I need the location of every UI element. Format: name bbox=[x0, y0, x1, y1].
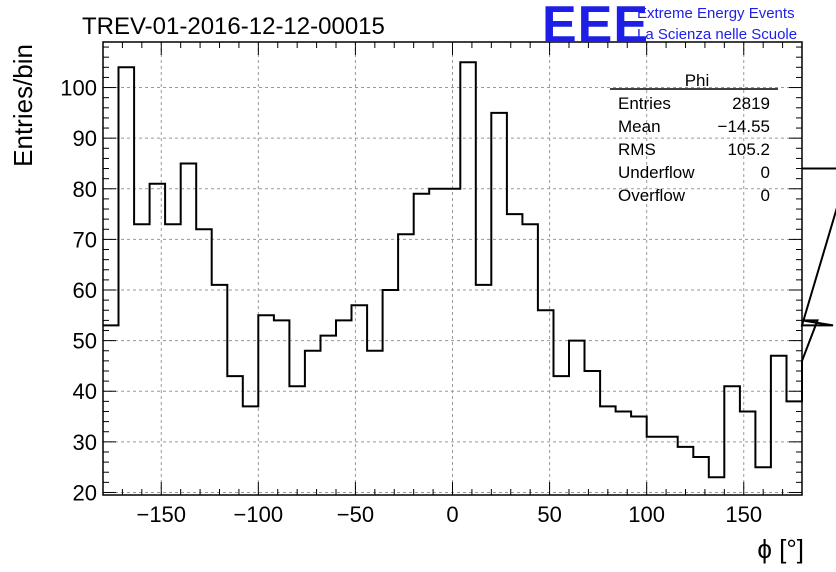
y-tick-label: 20 bbox=[73, 480, 97, 505]
grid bbox=[103, 42, 802, 495]
stats-value: 105.2 bbox=[727, 140, 770, 159]
axis-ticks bbox=[103, 42, 802, 495]
x-tick-label: 50 bbox=[537, 502, 561, 527]
x-tick-label: 0 bbox=[446, 502, 458, 527]
logo-mark: EEE bbox=[542, 0, 649, 54]
x-tick-label: 100 bbox=[628, 502, 665, 527]
histogram-line bbox=[103, 61, 836, 479]
chart-title: TREV-01-2016-12-12-00015 bbox=[82, 13, 385, 40]
stats-box: Phi Entries 2819 Mean −14.55 RMS 105.2 Underfl… bbox=[610, 71, 778, 205]
stats-value: −14.55 bbox=[718, 117, 770, 136]
y-tick-label: 70 bbox=[73, 227, 97, 252]
stats-label: RMS bbox=[618, 140, 656, 159]
x-tick-label: −150 bbox=[136, 502, 186, 527]
logo-line-1: Extreme Energy Events bbox=[637, 5, 795, 22]
stats-value: 0 bbox=[761, 186, 770, 205]
x-tick-label: −50 bbox=[337, 502, 374, 527]
eee-logo: EEE Extreme Energy Events La Scienza nel… bbox=[542, 0, 797, 54]
y-axis-label: Entries/bin bbox=[8, 44, 38, 167]
stats-label: Underflow bbox=[618, 163, 695, 182]
stats-title: Phi bbox=[685, 71, 710, 90]
stats-value: 2819 bbox=[732, 94, 770, 113]
y-tick-label: 90 bbox=[73, 126, 97, 151]
x-tick-labels: −150 −100 −50 0 50 100 150 bbox=[136, 502, 762, 527]
y-tick-label: 100 bbox=[60, 76, 97, 101]
y-tick-label: 40 bbox=[73, 379, 97, 404]
histogram-series bbox=[103, 61, 836, 479]
y-tick-labels: 20 30 40 50 60 70 80 90 100 bbox=[60, 76, 97, 506]
y-tick-label: 80 bbox=[73, 177, 97, 202]
y-tick-label: 30 bbox=[73, 430, 97, 455]
stats-value: 0 bbox=[761, 163, 770, 182]
stats-label: Entries bbox=[618, 94, 671, 113]
stats-label: Mean bbox=[618, 117, 661, 136]
stats-label: Overflow bbox=[618, 186, 686, 205]
x-tick-label: 150 bbox=[725, 502, 762, 527]
y-tick-label: 60 bbox=[73, 278, 97, 303]
y-tick-label: 50 bbox=[73, 329, 97, 354]
logo-line-2: La Scienza nelle Scuole bbox=[637, 26, 797, 43]
x-axis-label: ϕ [°] bbox=[757, 534, 804, 564]
x-tick-label: −100 bbox=[234, 502, 284, 527]
